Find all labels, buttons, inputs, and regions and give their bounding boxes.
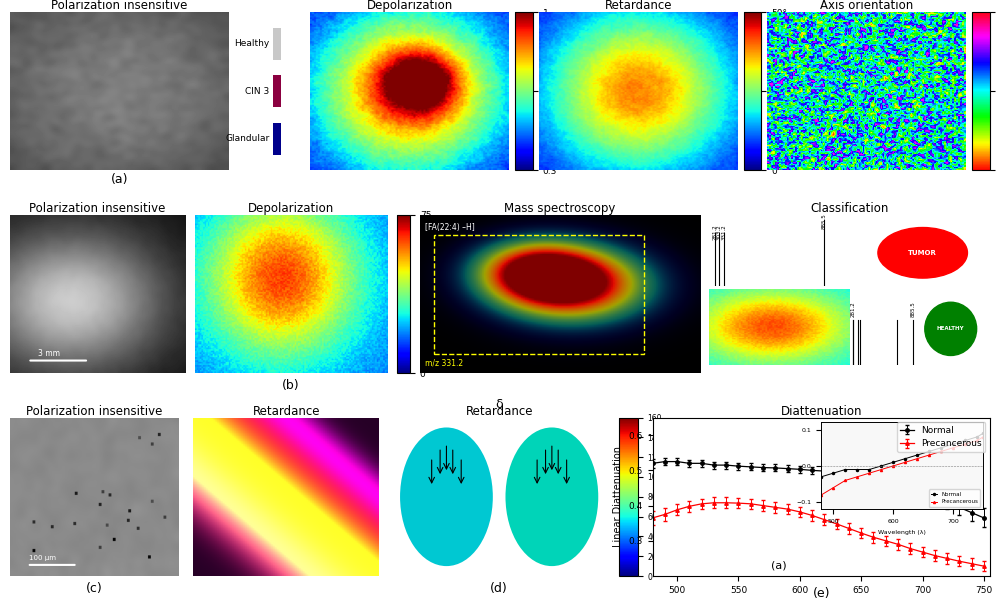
Text: (c): (c) bbox=[86, 582, 103, 595]
Title: Polarization insensitive: Polarization insensitive bbox=[51, 0, 188, 12]
Bar bbox=[273, 123, 281, 155]
Text: [FA(22:4) –H]: [FA(22:4) –H] bbox=[425, 223, 475, 232]
Title: Polarization insensitive: Polarization insensitive bbox=[29, 202, 166, 215]
Text: (b): (b) bbox=[282, 379, 300, 392]
Title: Mass spectroscopy: Mass spectroscopy bbox=[504, 202, 616, 215]
Title: Retardance: Retardance bbox=[465, 404, 533, 418]
Y-axis label: Depolarization %: Depolarization % bbox=[436, 264, 442, 324]
Title: Retardance: Retardance bbox=[252, 404, 320, 418]
Title: Depolarization: Depolarization bbox=[248, 202, 334, 215]
Title: Depolarization: Depolarization bbox=[367, 0, 453, 12]
Title: Axis orientation: Axis orientation bbox=[820, 0, 913, 12]
Bar bbox=[273, 28, 281, 59]
Bar bbox=[273, 76, 281, 107]
Text: Healthy: Healthy bbox=[234, 39, 269, 48]
Text: (a): (a) bbox=[771, 560, 786, 570]
Title: Polarization insensitive: Polarization insensitive bbox=[26, 404, 163, 418]
Text: (e): (e) bbox=[813, 587, 830, 599]
Title: Diattenuation: Diattenuation bbox=[781, 404, 862, 418]
Text: CIN 3: CIN 3 bbox=[245, 87, 269, 96]
Text: (d): (d) bbox=[490, 582, 508, 595]
Text: δ: δ bbox=[495, 398, 503, 411]
Text: 100 μm: 100 μm bbox=[29, 555, 56, 561]
Y-axis label: Linear Diattenuation: Linear Diattenuation bbox=[613, 446, 623, 547]
Text: m/z 331.2: m/z 331.2 bbox=[425, 358, 463, 367]
Legend: Normal, Precancerous: Normal, Precancerous bbox=[897, 422, 985, 452]
Text: (a): (a) bbox=[111, 173, 128, 186]
Ellipse shape bbox=[505, 427, 598, 566]
Bar bbox=[434, 235, 644, 354]
Ellipse shape bbox=[400, 427, 493, 566]
Title: Retardance: Retardance bbox=[604, 0, 672, 12]
Text: Glandular: Glandular bbox=[225, 134, 269, 143]
Title: Classification: Classification bbox=[811, 202, 889, 215]
Text: 3 mm: 3 mm bbox=[38, 349, 60, 358]
